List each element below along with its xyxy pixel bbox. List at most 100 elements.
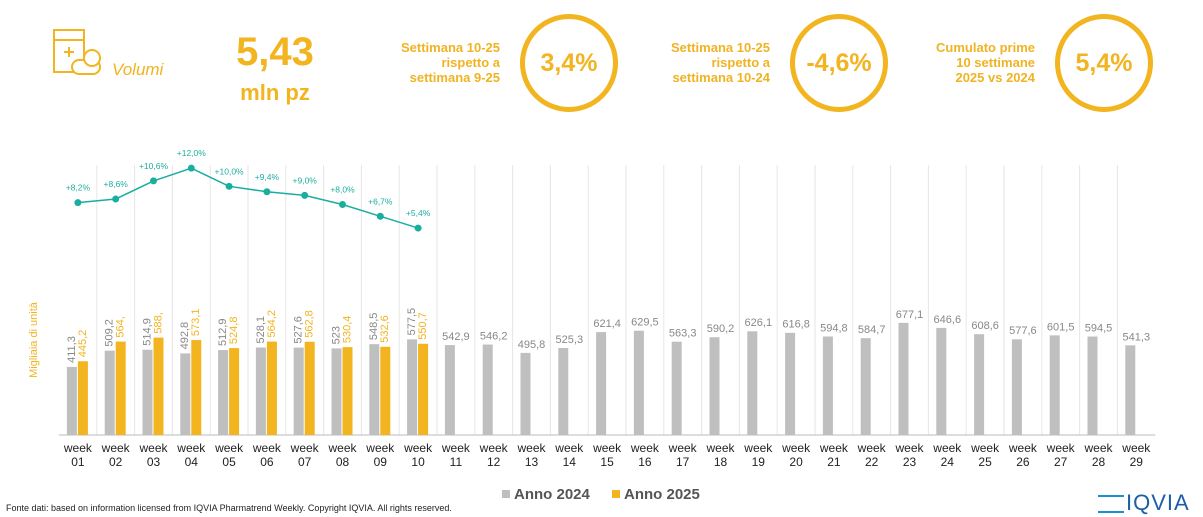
bar [482,344,493,435]
bar [418,343,429,435]
bar-label: 584,7 [858,324,886,336]
x-tick-label: week 02 [101,441,130,469]
bar [709,337,720,435]
bar [104,350,115,435]
bar-label: 411,3 [66,336,78,363]
growth-point [263,188,271,196]
volume-value: 5,43 [236,30,314,74]
bar-label: 677,1 [896,309,924,321]
bar-label: 509,2 [104,319,116,347]
legend-label: Anno 2024 [514,486,591,503]
growth-point [414,224,422,232]
bar [218,350,229,435]
x-tick-label: week 06 [252,441,281,469]
logo-text: IQVIA [1126,490,1190,515]
x-tick-label: week 13 [517,441,546,469]
bar [1087,336,1098,435]
x-tick-label: week 10 [404,441,433,469]
x-tick-label: week 17 [668,441,697,469]
bar [304,341,315,435]
x-tick-label: week 21 [819,441,848,469]
x-tick-label: week 07 [290,441,319,469]
growth-point [150,177,157,185]
volume-label: Volumi [112,60,164,79]
bar-label: 492,8 [179,322,191,350]
kpi-line: rispetto a [441,55,500,70]
x-tick-label: week 15 [593,441,622,469]
bar [342,347,353,435]
bar [898,322,909,435]
bar-label: 542,9 [442,331,470,343]
bar [558,347,569,435]
kpi-line: 10 settimane [956,55,1035,70]
x-tick-label: week 20 [782,441,811,469]
x-tick-label: week 01 [63,441,92,469]
x-tick-label: week 28 [1084,441,1113,469]
bar-label: 541,3 [1123,331,1151,343]
bar-label: 594,5 [1085,322,1113,334]
bar [331,348,342,435]
bar-label: 495,8 [518,339,546,351]
bar [293,347,304,435]
bar-label: 525,3 [556,334,584,346]
bar [142,349,153,435]
x-tick-label: week 25 [971,441,1000,469]
growth-label: +10,6% [139,161,169,171]
growth-point [339,200,346,208]
bar [633,330,644,435]
y-axis-label: Migliaia di unità [28,301,40,378]
x-tick-label: week 09 [366,441,395,469]
bar-label: 524,8 [228,317,240,345]
bar [180,353,191,435]
bar [115,341,126,435]
volume-unit: mln pz [240,80,310,105]
kpi-line: Settimana 10-25 [671,40,770,55]
bar-label: 514,9 [141,318,153,346]
bar-label: 532,6 [379,315,391,343]
kpi-line: settimana 10-24 [672,70,770,85]
bar [1011,339,1022,435]
kpi-circle: 3,4% [520,14,618,112]
x-tick-label: week 16 [630,441,659,469]
bar [974,334,985,435]
growth-point [187,164,195,172]
x-tick-label: week 08 [328,441,357,469]
bar [596,332,607,435]
bar-label: 594,8 [820,322,848,334]
bar-label: 445,2 [77,330,89,358]
bar [66,366,77,435]
bar [1049,335,1060,435]
logo: IQVIA [1098,490,1190,516]
x-tick-label: week 14 [555,441,584,469]
bar [444,345,455,435]
bar-label: 573,1 [190,309,202,337]
growth-label: +5,4% [406,208,431,218]
bar-label: 621,4 [593,318,621,330]
legend-swatch [502,490,510,498]
bar-label: 530,4 [341,316,353,344]
bar [255,347,266,435]
kpi-line: settimana 9-25 [409,70,500,85]
growth-label: +10,0% [215,166,245,176]
growth-line [77,167,419,229]
bar-label: 590,2 [707,323,735,335]
growth-point [74,199,82,207]
bar [77,361,88,435]
x-tick-label: week 22 [857,441,886,469]
legend-label: Anno 2025 [624,486,700,503]
x-tick-label: week 29 [1122,441,1151,469]
icon-box [53,29,85,73]
bar [520,352,531,435]
bar [380,346,391,435]
bar-label: 629,5 [631,317,659,329]
growth-label: +8,6% [104,179,129,189]
bar-label: 523 [330,326,342,344]
bar-label: 646,6 [934,314,962,326]
growth-label: +8,0% [330,184,355,194]
bar [671,341,682,435]
kpi-text: Settimana 10-25 rispetto a settimana 10-24 [640,40,770,85]
kpi-line: rispetto a [711,55,770,70]
x-tick-label: week 03 [139,441,168,469]
bar-label: 546,2 [480,330,508,342]
